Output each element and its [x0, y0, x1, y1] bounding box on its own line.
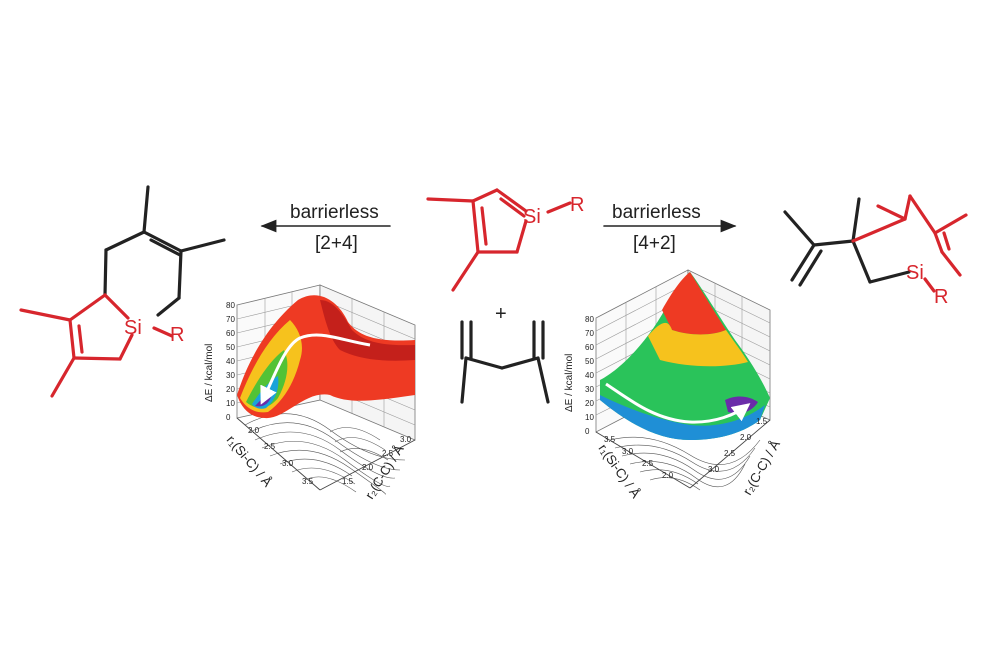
- svg-text:2.0: 2.0: [740, 433, 752, 442]
- svg-text:3.5: 3.5: [604, 435, 616, 444]
- svg-text:20: 20: [585, 399, 594, 408]
- arrow-left-bottom-label: [2+4]: [315, 233, 358, 254]
- silicon-atom-label: Si: [124, 317, 142, 339]
- left-z-ticks: 0 10 20 30 40 50 60 70 80: [226, 301, 235, 422]
- svg-text:2.0: 2.0: [662, 471, 674, 480]
- svg-text:80: 80: [226, 301, 235, 310]
- svg-text:1.5: 1.5: [342, 477, 354, 486]
- left-r1-axis-label: r₁(Si-C) / Å: [224, 432, 276, 490]
- svg-text:50: 50: [226, 343, 235, 352]
- right-r1-ticks: 2.0 2.5 3.0 3.5: [604, 435, 674, 480]
- svg-text:3.5: 3.5: [302, 477, 314, 486]
- arrow-right-top-label: barrierless: [612, 202, 701, 223]
- svg-text:50: 50: [585, 357, 594, 366]
- left-z-axis-label: ΔE / kcal/mol: [204, 344, 215, 402]
- svg-text:60: 60: [585, 343, 594, 352]
- r-group-label: R: [170, 324, 184, 346]
- svg-text:2.0: 2.0: [362, 463, 374, 472]
- energy-surface-left: 0 10 20 30 40 50 60 70 80 ΔE / kcal/mol …: [204, 284, 416, 502]
- arrow-left-top-label: barrierless: [290, 202, 379, 223]
- arrow-right-bottom-label: [4+2]: [633, 233, 676, 254]
- right-r2-ticks: 1.5 2.0 2.5 3.0: [708, 417, 768, 474]
- r-group-label: R: [934, 286, 948, 308]
- svg-text:3.0: 3.0: [400, 435, 412, 444]
- r-group-label: R: [570, 194, 584, 216]
- svg-text:30: 30: [226, 371, 235, 380]
- svg-text:80: 80: [585, 315, 594, 324]
- reactant-silole: Si R: [426, 188, 584, 292]
- svg-text:10: 10: [585, 413, 594, 422]
- arrow-right: barrierless [4+2]: [603, 202, 737, 254]
- reactant-diene: [460, 320, 550, 404]
- silicon-atom-label: Si: [523, 206, 541, 228]
- energy-surface-right: 0 10 20 30 40 50 60 70 80 ΔE / kcal/mol …: [564, 269, 783, 501]
- svg-text:20: 20: [226, 385, 235, 394]
- svg-text:3.0: 3.0: [622, 447, 634, 456]
- right-r2-axis-label: r₂(C-C) / Å: [740, 437, 783, 497]
- product-left: Si R: [19, 185, 226, 398]
- right-z-ticks: 0 10 20 30 40 50 60 70 80: [585, 315, 594, 436]
- svg-text:70: 70: [226, 315, 235, 324]
- svg-text:2.5: 2.5: [264, 442, 276, 451]
- right-z-axis-label: ΔE / kcal/mol: [564, 354, 575, 412]
- svg-text:2.5: 2.5: [382, 449, 394, 458]
- left-r1-ticks: 2.0 2.5 3.0 3.5: [248, 426, 314, 486]
- svg-text:2.5: 2.5: [642, 459, 654, 468]
- svg-text:3.0: 3.0: [282, 459, 294, 468]
- product-right: Si R: [783, 194, 968, 308]
- svg-text:0: 0: [226, 413, 231, 422]
- svg-text:0: 0: [585, 427, 590, 436]
- right-r1-axis-label: r₁(Si-C) / Å: [596, 441, 644, 501]
- svg-text:10: 10: [226, 399, 235, 408]
- svg-text:40: 40: [585, 371, 594, 380]
- svg-text:30: 30: [585, 385, 594, 394]
- svg-text:40: 40: [226, 357, 235, 366]
- plus-sign: +: [495, 303, 507, 325]
- left-r2-ticks: 1.5 2.0 2.5 3.0: [342, 435, 412, 486]
- svg-text:2.5: 2.5: [724, 449, 736, 458]
- svg-text:70: 70: [585, 329, 594, 338]
- silicon-atom-label: Si: [906, 262, 924, 284]
- arrow-left: barrierless [2+4]: [260, 202, 391, 254]
- svg-text:2.0: 2.0: [248, 426, 260, 435]
- svg-text:1.5: 1.5: [756, 417, 768, 426]
- svg-text:3.0: 3.0: [708, 465, 720, 474]
- svg-text:60: 60: [226, 329, 235, 338]
